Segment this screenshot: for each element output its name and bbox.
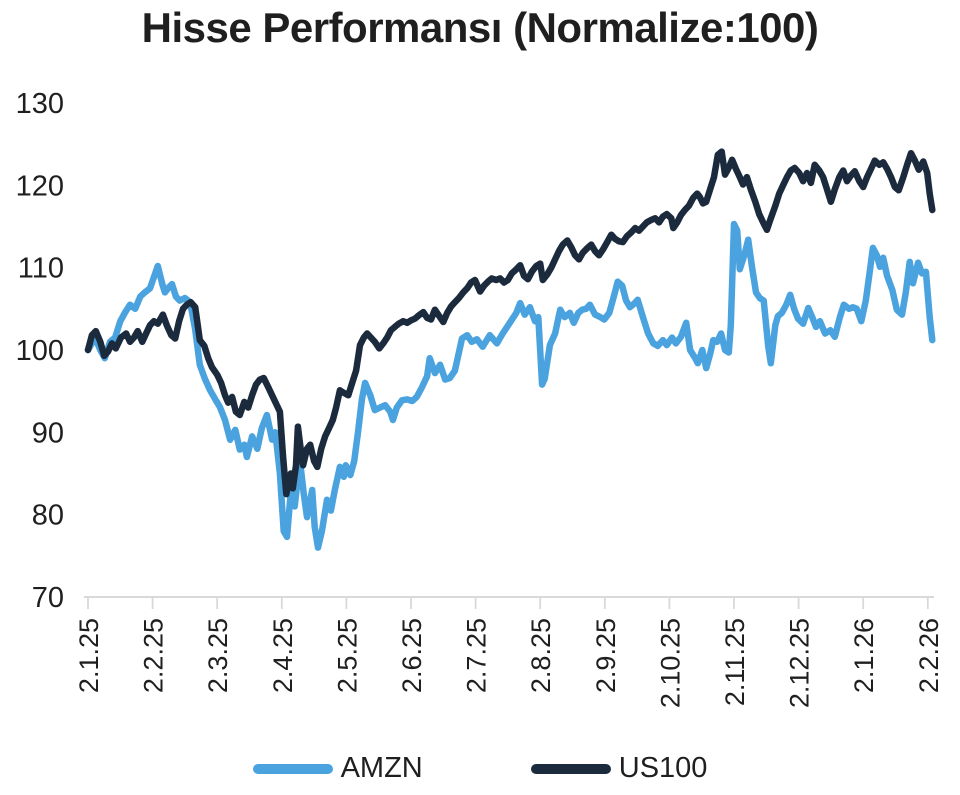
x-axis-label: 2.5.25 [332,618,362,693]
x-axis-label: 2.12.25 [785,618,815,708]
y-axis-label: 130 [16,88,64,120]
legend-swatch-amzn [252,763,333,774]
y-axis-label: 80 [32,500,64,532]
legend-item-amzn: AMZN [252,752,423,785]
x-axis-label: 2.2.26 [914,618,944,693]
x-axis-label: 2.4.25 [268,618,298,693]
x-axis-label: 2.9.25 [591,618,621,693]
x-axis-label: 2.8.25 [526,618,556,693]
x-axis-label: 2.7.25 [462,618,492,693]
x-axis-label: 2.10.25 [655,618,685,708]
x-axis-label: 2.2.25 [139,618,169,693]
y-axis-label: 110 [18,253,64,285]
y-axis-label: 120 [16,170,64,202]
y-axis-label: 70 [32,582,64,614]
x-axis-label: 2.11.25 [720,618,750,706]
legend-item-us100: US100 [530,752,708,785]
y-axis-label: 90 [32,417,64,449]
chart-title: Hisse Performansı (Normalize:100) [141,4,819,51]
series-line-us100 [84,148,936,498]
x-axis-label: 2.3.25 [203,618,233,693]
legend-label-amzn: AMZN [340,752,423,784]
legend-swatch-us100 [530,763,611,774]
x-axis-label: 2.1.26 [849,618,879,693]
chart-legend: AMZN US100 [0,752,960,785]
x-axis-label: 2.6.25 [397,618,427,693]
legend-label-us100: US100 [618,752,708,784]
series-line-amzn [84,220,936,551]
y-axis-label: 100 [16,335,64,367]
x-axis-label: 2.1.25 [74,618,104,693]
